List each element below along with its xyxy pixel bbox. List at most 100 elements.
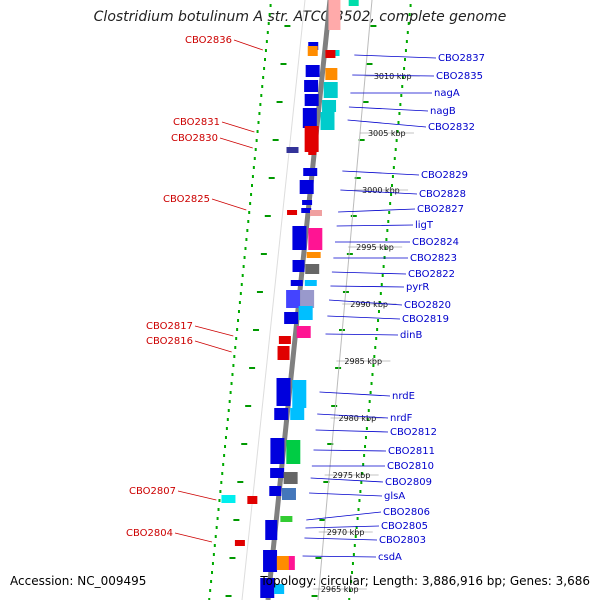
gene-label-right: CBO2820 [404, 300, 451, 311]
gene-feature [278, 336, 291, 344]
gene-label-right: ligT [415, 220, 434, 231]
gc-dot [251, 175, 254, 178]
gene-feature [277, 346, 290, 360]
gc-dot [230, 382, 233, 385]
gc-dot [401, 85, 404, 88]
gc-dot [350, 580, 353, 583]
gc-dot [237, 319, 240, 322]
gc-dot [264, 58, 267, 61]
gc-dot [214, 535, 217, 538]
gene-feature [298, 306, 313, 320]
gc-dot [267, 22, 270, 25]
kbp-label: 2995 kbp [356, 243, 394, 252]
tick [268, 177, 275, 179]
gc-dot [213, 544, 216, 547]
gc-dot [388, 211, 391, 214]
left-leader [219, 137, 253, 149]
kbp-label: 2975 kbp [333, 471, 371, 480]
gc-dot [246, 229, 249, 232]
right-leader [354, 54, 437, 59]
gc-dot [237, 310, 240, 313]
gc-dot [348, 598, 351, 600]
gc-dot [234, 346, 237, 349]
gene-feature [281, 488, 296, 500]
gc-dot [385, 238, 388, 241]
gene-feature [280, 516, 293, 522]
gene-feature [290, 280, 303, 286]
right-leader [304, 537, 378, 541]
gc-dot [254, 148, 257, 151]
gene-label-right: CBO2819 [402, 314, 449, 325]
gc-dot [227, 409, 230, 412]
gene-feature [304, 80, 319, 92]
gc-dot [374, 346, 377, 349]
right-leader [309, 492, 383, 497]
gc-dot [232, 364, 235, 367]
gc-dot [397, 121, 400, 124]
gc-dot [253, 157, 256, 160]
gene-feature [305, 264, 320, 274]
gc-dot [226, 418, 229, 421]
gc-dot [373, 355, 376, 358]
gc-dot [235, 337, 238, 340]
right-leader [319, 391, 391, 397]
gc-dot [247, 220, 250, 223]
right-leader [302, 555, 377, 558]
gene-label-right: CBO2803 [379, 535, 426, 546]
right-leader [352, 74, 435, 77]
gc-dot [383, 256, 386, 259]
summary-text: Topology: circular; Length: 3,886,916 bp… [260, 574, 590, 588]
gc-dot [224, 445, 227, 448]
gene-label-right: CBO2809 [385, 477, 432, 488]
gene-label-right: CBO2805 [381, 521, 428, 532]
gene-feature [284, 312, 299, 324]
gc-dot [409, 4, 412, 7]
gc-dot [367, 409, 370, 412]
gene-feature [292, 380, 307, 408]
tick [280, 63, 287, 65]
tick [272, 139, 279, 141]
gene-label-right: CBO2837 [438, 53, 485, 64]
gene-feature [322, 100, 337, 112]
gc-dot [244, 247, 247, 250]
gc-dot [378, 301, 381, 304]
gene-feature [304, 94, 319, 106]
gene-feature [283, 472, 298, 484]
tick [350, 215, 357, 217]
gene-feature [221, 495, 236, 503]
gc-dot [406, 31, 409, 34]
gene-feature [265, 520, 278, 540]
gc-dot [221, 472, 224, 475]
gc-dot [250, 193, 253, 196]
gene-feature [292, 226, 307, 250]
gc-dot [265, 40, 268, 43]
gc-dot [351, 571, 354, 574]
tick [358, 139, 365, 141]
right-leader [338, 208, 416, 213]
gc-dot [364, 436, 367, 439]
tick [233, 519, 240, 521]
gc-dot [241, 274, 244, 277]
kbp-label: 2990 kbp [350, 300, 388, 309]
gc-dot [212, 553, 215, 556]
gene-label-left: CBO2804 [126, 528, 173, 539]
gc-dot [405, 40, 408, 43]
right-labels: CBO2837 CBO2835 nagA nagB CBO2832 CBO2829 CBO2… [302, 53, 485, 563]
gene-label-right: CBO2824 [412, 237, 459, 248]
gc-dot [260, 94, 263, 97]
gene-feature [286, 440, 301, 464]
gc-dot [399, 103, 402, 106]
gc-dot [233, 355, 236, 358]
gene-label-right: CBO2835 [436, 71, 483, 82]
right-leader [328, 299, 403, 306]
gene-label-left: CBO2830 [171, 133, 218, 144]
gene-feature [286, 147, 299, 153]
kbp-label: 2980 kbp [339, 414, 377, 423]
gc-dot [377, 319, 380, 322]
gc-dot [359, 490, 362, 493]
gc-dot [223, 454, 226, 457]
gene-feature [325, 68, 338, 80]
gc-dot [392, 166, 395, 169]
gene-label-left: CBO2817 [146, 321, 193, 332]
gene-feature [301, 208, 312, 213]
